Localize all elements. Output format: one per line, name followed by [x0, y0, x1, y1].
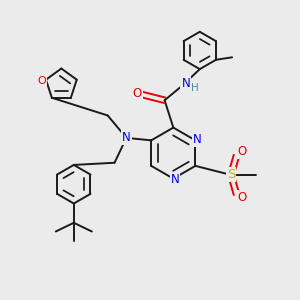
Text: O: O — [237, 191, 247, 204]
Text: O: O — [37, 76, 46, 86]
Text: H: H — [190, 83, 198, 93]
Text: S: S — [227, 168, 235, 182]
Text: N: N — [122, 131, 131, 144]
Text: O: O — [133, 87, 142, 100]
Text: N: N — [182, 77, 190, 90]
Text: N: N — [170, 173, 179, 186]
Text: N: N — [193, 133, 201, 146]
Text: O: O — [237, 146, 247, 158]
